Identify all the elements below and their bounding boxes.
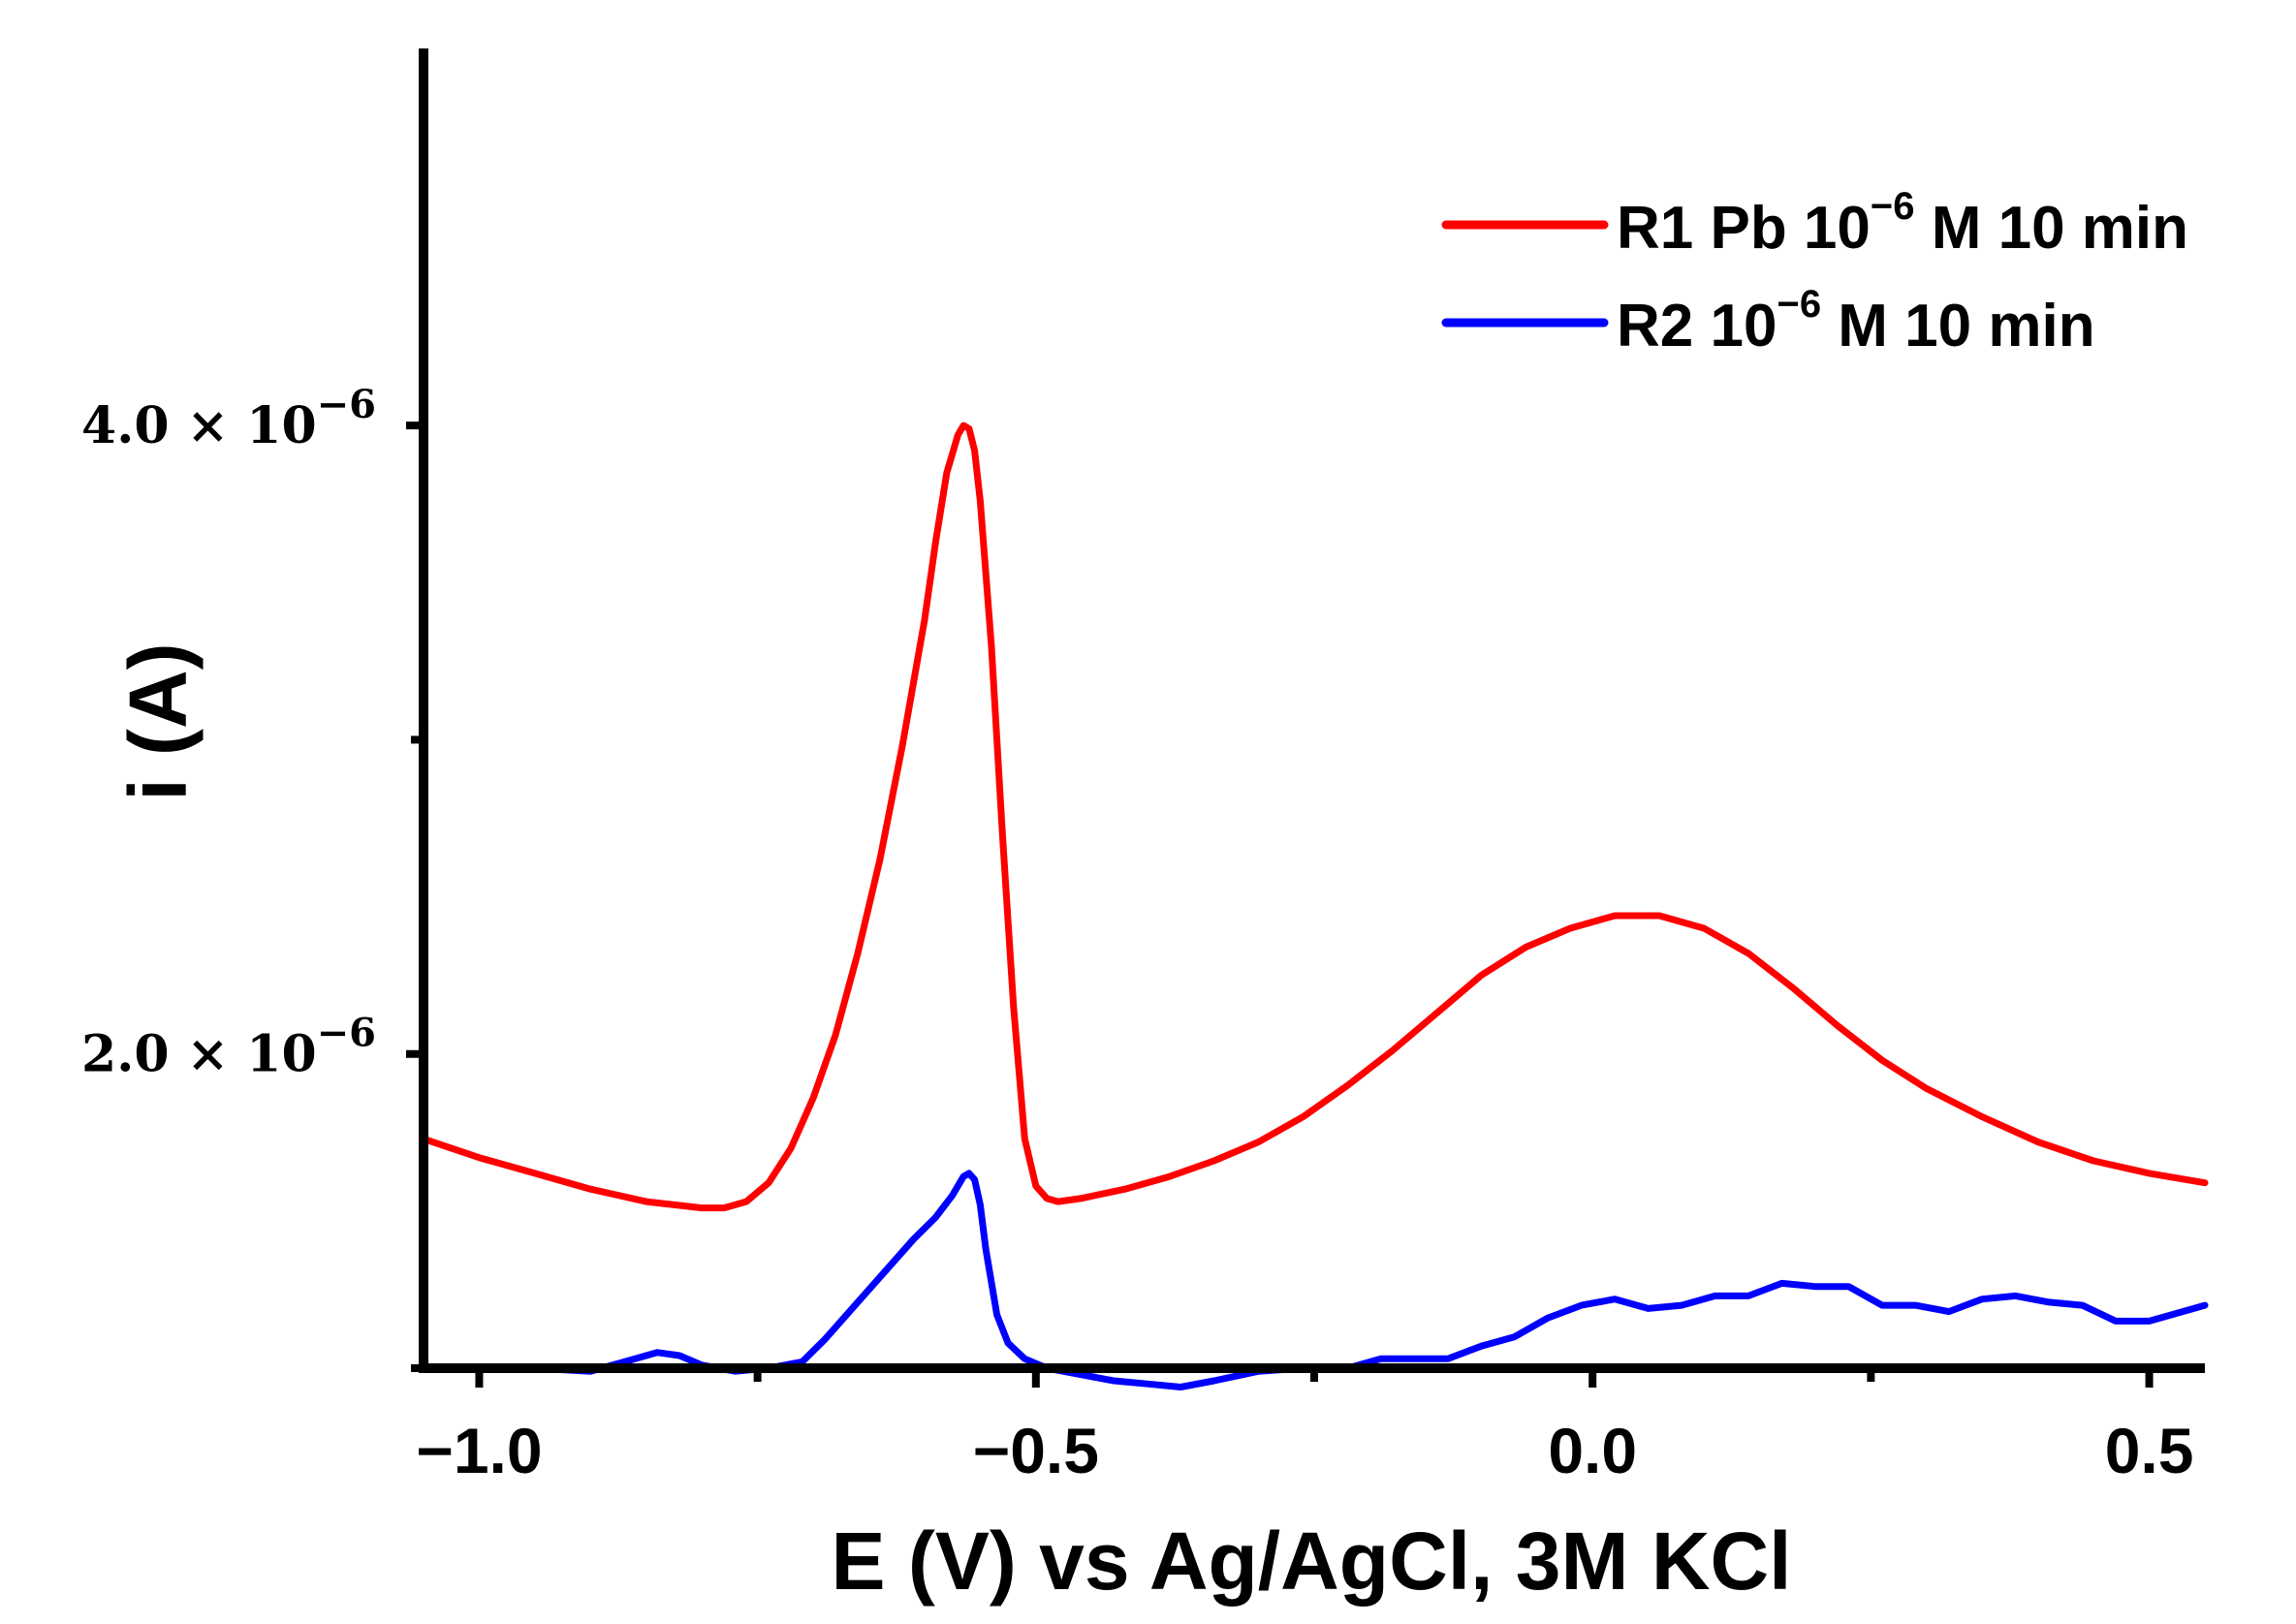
x-tick-label: −0.5 [973, 1415, 1099, 1486]
legend-label-r2: R2 10−6 M 10 min [1617, 283, 2095, 359]
x-tick-label: 0.0 [1548, 1415, 1637, 1486]
x-tick-label: −1.0 [416, 1415, 542, 1486]
series-line-1 [420, 422, 2209, 1212]
x-axis-title: E (V) vs Ag/AgCl, 3M KCl [832, 1515, 1792, 1607]
legend: R1 Pb 10−6 M 10 min R2 10−6 M 10 min [1441, 185, 2188, 359]
legend-label-r1: R1 Pb 10−6 M 10 min [1617, 185, 2188, 262]
y-axis-title: i (A) [112, 642, 204, 800]
ticks-layer: −1.0 −0.5 0.0 0.5 2.0 × 10−6 4.0 × 10−6 [81, 382, 2193, 1486]
y-tick-label: 4.0 × 10−6 [81, 382, 376, 455]
y-tick-label: 2.0 × 10−6 [81, 1011, 376, 1084]
series-line-2 [420, 1170, 2209, 1390]
series-layer [420, 422, 2209, 1390]
x-tick-label: 0.5 [2105, 1415, 2194, 1486]
